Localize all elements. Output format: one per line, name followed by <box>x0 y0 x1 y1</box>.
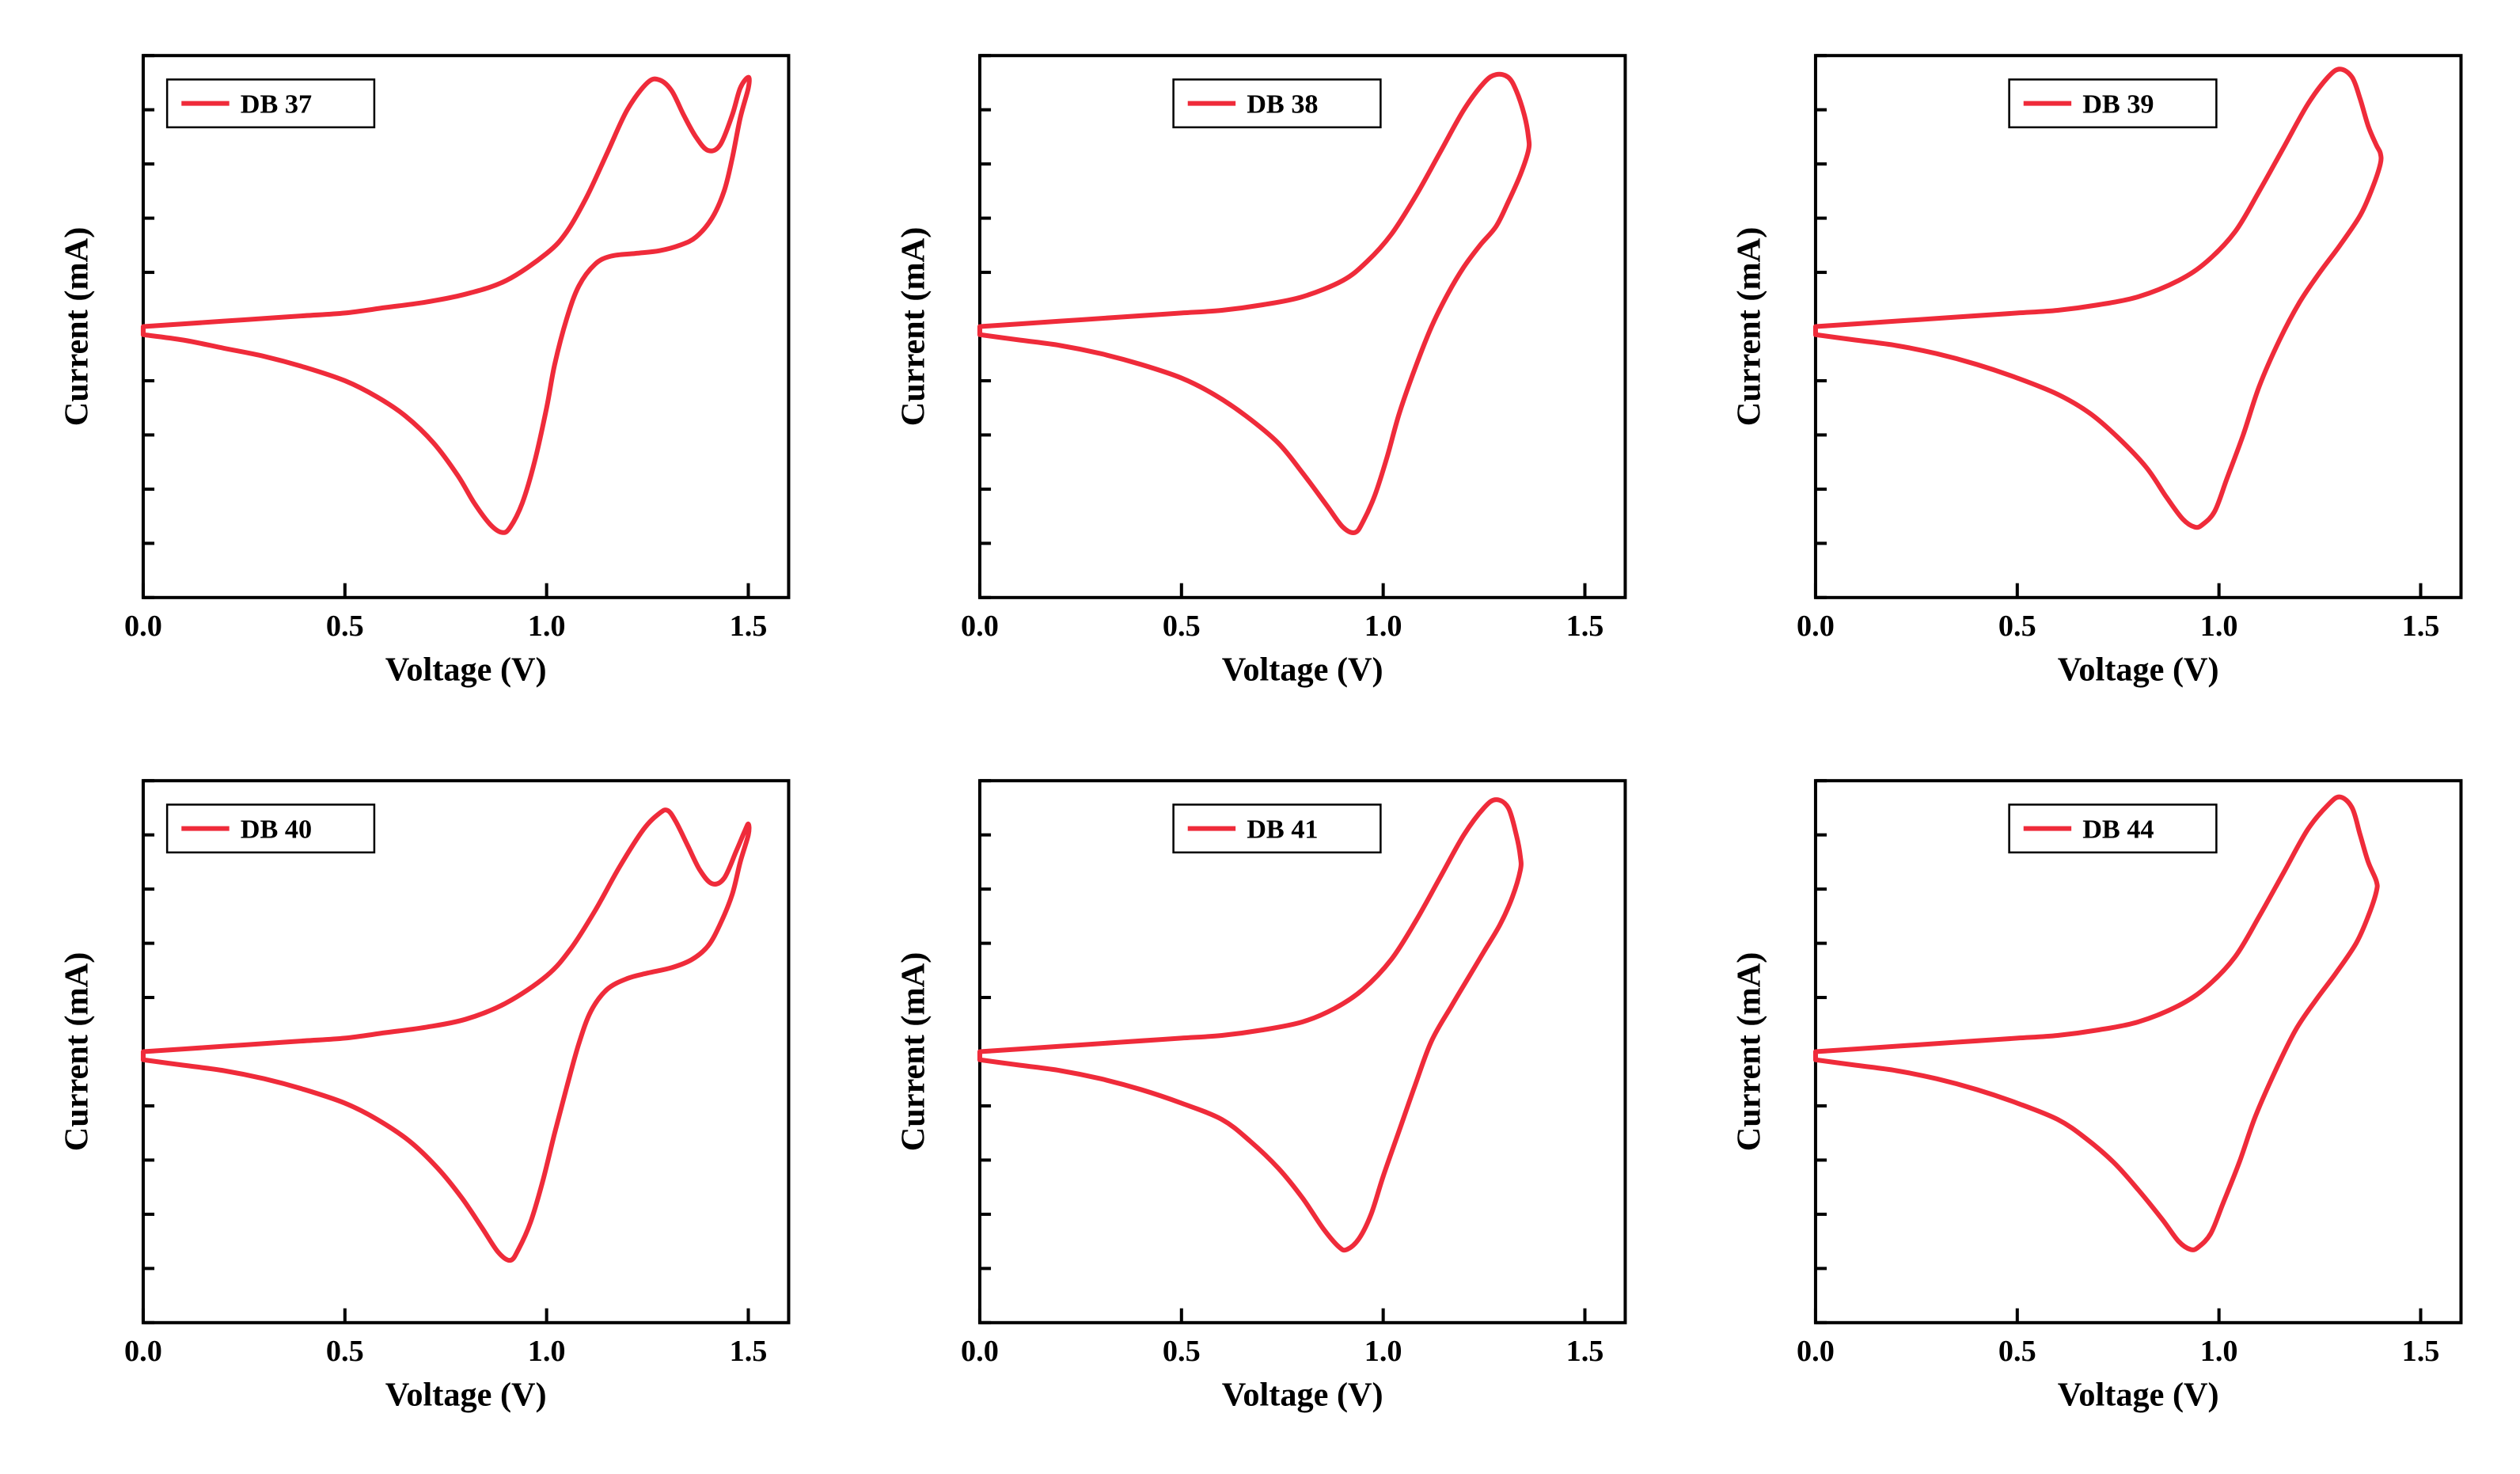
xtick-label: 0.0 <box>124 610 162 643</box>
legend-label: DB 37 <box>241 89 312 120</box>
legend: DB 38 <box>1173 79 1380 127</box>
legend-label: DB 39 <box>2083 89 2154 120</box>
cv-panel-db38: 0.0 0.5 1.0 1.5 Voltage (V) Current (mA) DB 38 <box>868 32 1649 717</box>
xtick-label: 0.5 <box>1998 610 2036 643</box>
xtick-label: 0.5 <box>1163 610 1201 643</box>
xtick-label: 0.0 <box>1797 1335 1835 1368</box>
xtick-label: 1.5 <box>730 1335 768 1368</box>
xtick-label: 1.0 <box>1364 610 1402 643</box>
legend: DB 37 <box>167 79 374 127</box>
x-axis-label: Voltage (V) <box>1221 1376 1383 1413</box>
xtick-label: 0.5 <box>326 1335 364 1368</box>
xtick-label: 0.5 <box>1163 1335 1201 1368</box>
x-axis-label: Voltage (V) <box>2058 1376 2219 1413</box>
cv-panel-db44: 0.0 0.5 1.0 1.5 Voltage (V) Current (mA) DB 44 <box>1704 757 2485 1442</box>
y-axis-label: Current (mA) <box>58 952 95 1152</box>
xtick-label: 1.0 <box>528 610 566 643</box>
cv-panel-db41: 0.0 0.5 1.0 1.5 Voltage (V) Current (mA) DB 41 <box>868 757 1649 1442</box>
xtick-label: 0.0 <box>961 1335 999 1368</box>
chart-grid: 0.0 0.5 1.0 1.5 Voltage (V) Current (mA) DB 37… <box>32 32 2485 1441</box>
x-axis-label: Voltage (V) <box>1221 652 1383 689</box>
xtick-label: 0.0 <box>1797 610 1835 643</box>
xtick-label: 1.5 <box>2402 610 2440 643</box>
cv-curve <box>980 74 1529 533</box>
legend: DB 41 <box>1173 804 1380 852</box>
y-axis-label: Current (mA) <box>1731 952 1768 1152</box>
cv-curve <box>143 78 750 533</box>
x-axis-label: Voltage (V) <box>385 652 547 689</box>
legend: DB 39 <box>2010 79 2217 127</box>
x-axis-label: Voltage (V) <box>2058 652 2219 689</box>
xtick-label: 1.0 <box>2200 610 2238 643</box>
xtick-label: 1.0 <box>1364 1335 1402 1368</box>
xtick-label: 0.0 <box>961 610 999 643</box>
cv-curve <box>1816 797 2378 1250</box>
legend: DB 40 <box>167 804 374 852</box>
cv-curve <box>143 810 750 1260</box>
xtick-label: 0.5 <box>1998 1335 2036 1368</box>
cv-panel-db37: 0.0 0.5 1.0 1.5 Voltage (V) Current (mA) DB 37 <box>32 32 813 717</box>
legend-label: DB 38 <box>1247 89 1318 120</box>
cv-panel-db40: 0.0 0.5 1.0 1.5 Voltage (V) Current (mA) DB 40 <box>32 757 813 1442</box>
xtick-label: 0.0 <box>124 1335 162 1368</box>
legend-label: DB 44 <box>2083 814 2154 844</box>
cv-curve <box>1816 69 2381 527</box>
xtick-label: 0.5 <box>326 610 364 643</box>
xtick-label: 1.0 <box>528 1335 566 1368</box>
cv-panel-db39: 0.0 0.5 1.0 1.5 Voltage (V) Current (mA) DB 39 <box>1704 32 2485 717</box>
xtick-label: 1.0 <box>2200 1335 2238 1368</box>
xtick-label: 1.5 <box>1566 1335 1603 1368</box>
legend-label: DB 41 <box>1247 814 1318 844</box>
cv-curve <box>980 800 1521 1250</box>
xtick-label: 1.5 <box>730 610 768 643</box>
y-axis-label: Current (mA) <box>894 952 932 1152</box>
y-axis-label: Current (mA) <box>894 227 932 427</box>
y-axis-label: Current (mA) <box>1731 227 1768 427</box>
xtick-label: 1.5 <box>1566 610 1603 643</box>
y-axis-label: Current (mA) <box>58 227 95 427</box>
x-axis-label: Voltage (V) <box>385 1376 547 1413</box>
xtick-label: 1.5 <box>2402 1335 2440 1368</box>
legend-label: DB 40 <box>241 814 312 844</box>
legend: DB 44 <box>2010 804 2217 852</box>
